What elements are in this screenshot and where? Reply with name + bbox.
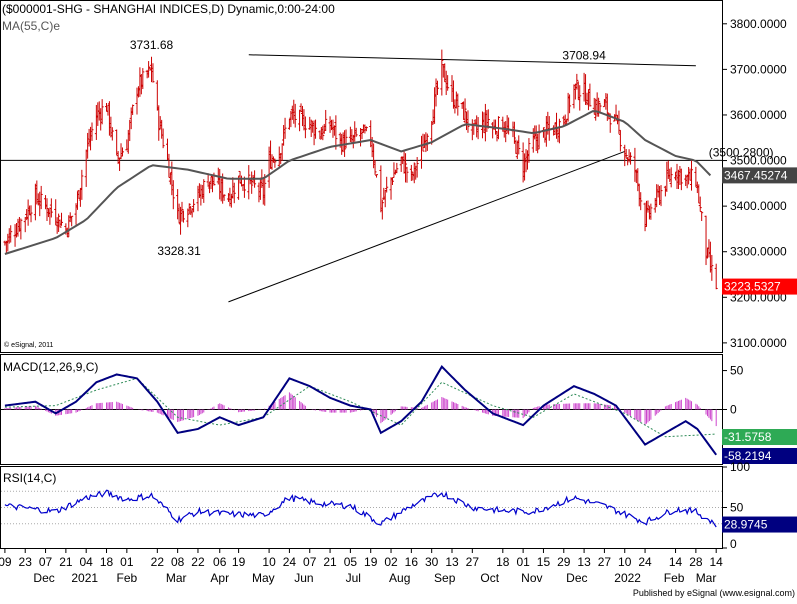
time-tick-label: 23 — [19, 555, 33, 569]
price-annotation: 3731.68 — [130, 38, 174, 52]
time-tick-label: 19 — [364, 555, 378, 569]
macd-y-tick-label: 0 — [730, 403, 737, 417]
month-label: Oct — [480, 571, 499, 585]
time-tick-label: 28 — [689, 555, 703, 569]
month-label: Mar — [696, 571, 717, 585]
time-tick-label: 08 — [171, 555, 185, 569]
time-tick-label: 15 — [537, 555, 551, 569]
month-label: Nov — [521, 571, 542, 585]
month-label: 2021 — [71, 571, 98, 585]
rsi-y-tick-label: 50 — [730, 501, 744, 515]
time-tick-label: 01 — [120, 555, 134, 569]
month-label: Feb — [116, 571, 137, 585]
price-annotation: (3500.2800) — [709, 145, 774, 159]
time-tick-label: 21 — [323, 555, 337, 569]
price-y-tick-label: 3500.0000 — [730, 154, 787, 168]
rsi-value-tag-bg — [722, 516, 797, 533]
time-tick-label: 19 — [232, 555, 246, 569]
last-price-tag: 3223.5327 — [724, 280, 781, 294]
time-tick-label: 09 — [0, 555, 12, 569]
time-tick-label: 30 — [425, 555, 439, 569]
time-tick-label: 01 — [516, 555, 530, 569]
macd-y-tick-label: 50 — [730, 364, 744, 378]
time-tick-label: 24 — [283, 555, 297, 569]
time-tick-label: 05 — [344, 555, 358, 569]
chart-title: ($000001-SHG - SHANGHAI INDICES,D) Dynam… — [2, 2, 335, 16]
rsi-title: RSI(14,C) — [3, 471, 56, 485]
time-tick-label: 10 — [618, 555, 632, 569]
price-y-tick-label: 3800.0000 — [730, 17, 787, 31]
price-y-tick-label: 3100.0000 — [730, 336, 787, 350]
month-label: Mar — [166, 571, 187, 585]
time-tick-label: 04 — [80, 555, 94, 569]
time-tick-label: 18 — [100, 555, 114, 569]
price-y-tick-label: 3300.0000 — [730, 245, 787, 259]
signal-value-tag: -31.5758 — [724, 430, 772, 444]
rsi-value-tag: 28.9745 — [724, 518, 768, 532]
rsi-line — [4, 489, 717, 528]
last-price-tag-bg — [722, 278, 797, 295]
time-tick-label: 07 — [303, 555, 317, 569]
price-panel: 3800.0000 3700.0000 3600.0000 3500.0000 3400… — [1, 17, 797, 350]
month-label: Aug — [389, 571, 410, 585]
time-tick-label: 27 — [466, 555, 480, 569]
ma-value-tag-bg — [722, 167, 797, 184]
time-tick-label: 06 — [213, 555, 227, 569]
month-label: Dec — [33, 571, 54, 585]
trendline — [248, 54, 696, 67]
month-label: May — [252, 571, 275, 585]
time-tick-label: 16 — [405, 555, 419, 569]
time-axis: 09 23 07 21 04 18 01 22 08 22 06 19 10 24 07 21 05 19 02 16… — [0, 548, 723, 585]
time-tick-label: 14 — [669, 555, 683, 569]
macd-line — [4, 365, 718, 456]
macd-panel: 50 0 -31.5758 -58.2194 — [1, 364, 797, 464]
month-label: Feb — [664, 571, 685, 585]
ma-value-tag: 3467.45274 — [724, 168, 788, 182]
price-y-tick-label: 3600.0000 — [730, 108, 787, 122]
price-annotation: 3708.94 — [562, 48, 606, 62]
time-tick-label: 02 — [384, 555, 398, 569]
macd-histogram — [4, 392, 717, 427]
price-y-tick-label: 3400.0000 — [730, 199, 787, 213]
time-tick-label: 22 — [191, 555, 205, 569]
time-tick-label: 13 — [445, 555, 459, 569]
month-label: Jun — [294, 571, 313, 585]
time-tick-label: 13 — [577, 555, 591, 569]
published-footer: Published by eSignal (www.esignal.com) — [633, 588, 795, 598]
time-tick-label: 24 — [638, 555, 652, 569]
time-tick-label: 07 — [39, 555, 53, 569]
signal-value-tag-bg — [722, 429, 797, 445]
trendline — [228, 150, 625, 303]
month-label: 2022 — [614, 571, 641, 585]
time-tick-label: 18 — [496, 555, 510, 569]
time-tick-label: 21 — [59, 555, 73, 569]
month-label: Jul — [346, 571, 361, 585]
signal-line — [4, 377, 717, 438]
watermark: © eSignal, 2011 — [4, 341, 54, 349]
time-tick-label: 14 — [710, 555, 724, 569]
time-tick-label: 27 — [598, 555, 612, 569]
rsi-y-tick-label: 0 — [730, 537, 737, 551]
price-bars — [3, 49, 718, 290]
time-tick-label: 10 — [262, 555, 276, 569]
macd-value-tag-bg — [722, 448, 797, 464]
macd-title: MACD(12,26,9,C) — [3, 360, 98, 374]
rsi-y-tick-label: 100 — [730, 460, 750, 474]
macd-value-tag: -58.2194 — [724, 449, 772, 463]
price-y-tick-label: 3700.0000 — [730, 62, 787, 76]
price-annotation: 3328.31 — [157, 244, 201, 258]
month-label: Dec — [566, 571, 587, 585]
month-label: Sep — [434, 571, 456, 585]
time-tick-label: 22 — [151, 555, 165, 569]
ma-legend: MA(55,C)e — [2, 19, 60, 33]
rsi-panel: 100 50 0 28.9745 — [1, 460, 797, 551]
ma-line — [4, 110, 712, 255]
time-tick-label: 29 — [557, 555, 571, 569]
month-label: Apr — [210, 571, 229, 585]
